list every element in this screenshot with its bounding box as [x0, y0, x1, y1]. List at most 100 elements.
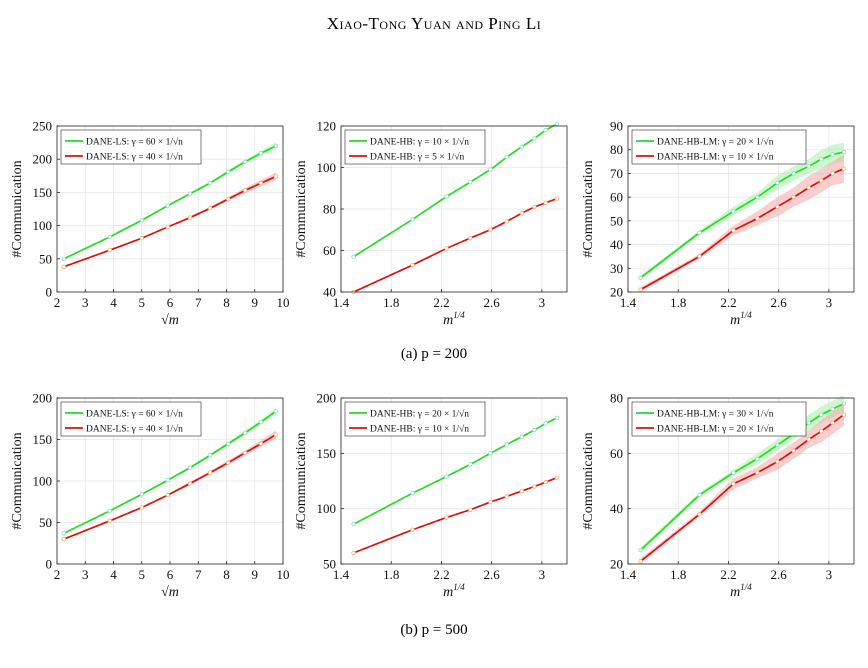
y-tick-label-0: 40 — [323, 285, 336, 300]
x-axis-label-base: m — [730, 585, 740, 600]
y-tick-label-3: 150 — [33, 432, 53, 447]
legend-entry-2: DANE-HB-LM: γ = 20 × 1/√n — [657, 424, 774, 435]
y-tick-label-5: 250 — [33, 119, 53, 134]
x-tick-label-1: 1.8 — [670, 567, 686, 582]
series-2-point-4 — [187, 215, 193, 220]
x-tick-label-3: 2.6 — [771, 567, 788, 582]
series-1-dash — [353, 123, 558, 258]
x-tick-label-0: 1.4 — [620, 295, 637, 310]
series-2-point-8 — [543, 479, 548, 485]
y-tick-label-4: 120 — [317, 119, 337, 134]
series-2-point-1 — [697, 254, 702, 259]
legend: DANE-HB: γ = 20 × 1/√n DANE-HB: γ = 10 × … — [344, 401, 486, 437]
series-2-point-6 — [519, 210, 524, 216]
x-tick-label-4: 3 — [539, 567, 546, 582]
series-2-dash — [640, 413, 845, 562]
y-tick-label-1: 50 — [39, 515, 52, 530]
series-1-point-9 — [554, 415, 560, 421]
y-tick-label-2: 40 — [610, 237, 623, 252]
series-2-point-9 — [841, 412, 847, 417]
series-1-point-6 — [225, 441, 231, 446]
y-axis-label: #Communication — [581, 432, 596, 529]
x-axis-label: m1/4 — [730, 310, 752, 328]
y-tick-label-4: 200 — [33, 152, 53, 167]
x-axis-label: m1/4 — [730, 582, 752, 600]
x-tick-label-6: 8 — [223, 295, 230, 310]
series-2-point-5 — [207, 206, 213, 211]
y-axis-label: #Communication — [294, 160, 309, 257]
series-2-point-7 — [242, 450, 248, 455]
series-1-dash — [640, 402, 845, 551]
y-tick-label-1: 60 — [323, 243, 336, 258]
legend: DANE-LS: γ = 60 × 1/√n DANE-LS: γ = 40 × … — [60, 401, 202, 437]
series-1-band — [63, 142, 276, 260]
series-2-point-7 — [532, 484, 537, 489]
series-1-point-8 — [258, 419, 264, 425]
series-2-point-5 — [791, 194, 796, 200]
series-1-point-4 — [488, 167, 493, 172]
x-tick-label-2: 2.2 — [720, 295, 736, 310]
chart-6: 1.4 1.8 2.2 2.6 3 20 40 60 80 #Communication DANE-… — [581, 391, 855, 582]
series-1-point-3 — [755, 194, 760, 200]
x-tick-label-8: 10 — [277, 295, 290, 310]
y-tick-label-2: 100 — [33, 218, 53, 233]
series-2-point-9 — [554, 196, 560, 201]
x-axis-label: √m — [161, 585, 179, 600]
y-tick-label-3: 200 — [317, 391, 337, 406]
series-1-point-4 — [187, 465, 193, 470]
x-tick-label-8: 10 — [277, 567, 290, 582]
axes-box — [627, 125, 855, 293]
axes-box — [627, 397, 855, 565]
series-2-point-8 — [258, 180, 264, 186]
series-1-point-4 — [488, 451, 493, 456]
series-2-dash — [353, 476, 558, 554]
legend: DANE-HB-LM: γ = 30 × 1/√n DANE-HB-LM: γ =… — [631, 401, 807, 437]
series-1-point-0 — [351, 521, 356, 527]
series-1-point-5 — [207, 453, 213, 458]
y-tick-label-7: 90 — [610, 119, 623, 134]
series-2-point-9 — [273, 174, 279, 179]
series-2-point-3 — [165, 492, 170, 498]
x-tick-label-3: 2.6 — [484, 295, 501, 310]
series-2-point-8 — [543, 200, 548, 205]
y-tick-label-0: 50 — [323, 557, 336, 572]
series-2-point-6 — [519, 488, 524, 494]
series-1-point-8 — [830, 152, 835, 157]
series-1-point-2 — [139, 492, 144, 497]
series-1-point-2 — [444, 194, 449, 199]
series-2-point-2 — [731, 481, 736, 486]
series-2-point-4 — [775, 459, 780, 464]
series-2-point-1 — [107, 247, 113, 253]
legend-box — [631, 129, 807, 165]
x-axis-label-base: m — [443, 585, 453, 600]
series-1-point-7 — [532, 427, 537, 433]
series-2-point-7 — [242, 188, 248, 193]
series-2-point-4 — [488, 227, 493, 232]
y-tick-label-0: 20 — [610, 557, 623, 572]
y-tick-label-3: 50 — [610, 213, 623, 228]
series-1-point-9 — [841, 401, 847, 406]
series-1-point-9 — [841, 149, 847, 155]
series-2-point-0 — [638, 559, 643, 564]
series-1-point-2 — [731, 470, 736, 475]
y-tick-label-2: 100 — [33, 474, 53, 489]
series-1-point-8 — [258, 151, 264, 156]
x-tick-label-1: 3 — [82, 295, 89, 310]
series-2-point-5 — [504, 219, 509, 224]
x-axis-label: m1/4 — [443, 310, 465, 328]
series-1-point-1 — [697, 230, 702, 235]
series-1-point-7 — [819, 412, 824, 417]
series-1-point-1 — [410, 490, 415, 496]
series-2-point-0 — [638, 287, 643, 292]
y-tick-label-6: 80 — [610, 142, 623, 157]
x-tick-label-2: 4 — [110, 295, 117, 310]
y-tick-label-2: 80 — [323, 202, 336, 217]
legend-entry-1: DANE-HB-LM: γ = 30 × 1/√n — [657, 409, 774, 420]
series-1-dash — [640, 151, 845, 279]
legend: DANE-HB: γ = 10 × 1/√n DANE-HB: γ = 5 × 1… — [344, 129, 486, 165]
y-tick-label-0: 0 — [46, 557, 53, 572]
x-tick-label-3: 5 — [139, 295, 146, 310]
series-2-point-6 — [225, 196, 231, 202]
y-axis-label: #Communication — [581, 160, 596, 257]
x-axis-label-sup: 1/4 — [740, 582, 752, 592]
